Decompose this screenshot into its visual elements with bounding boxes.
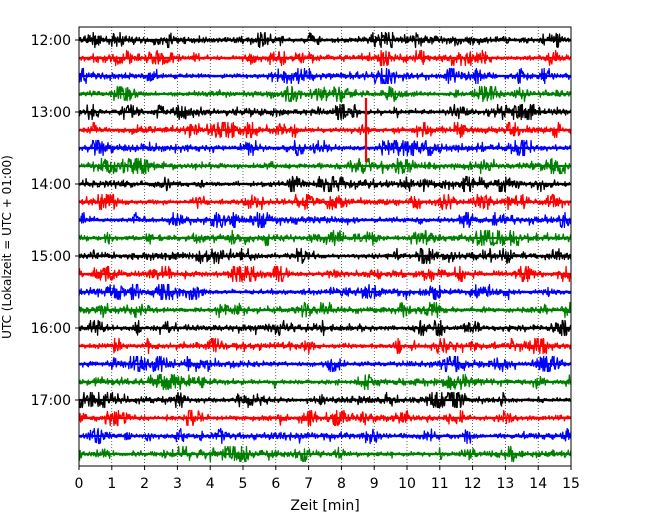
- x-tick-label: 2: [140, 476, 149, 492]
- y-tick-label: 12:00: [31, 33, 71, 49]
- y-tick-label: 16:00: [31, 321, 71, 337]
- x-tick-label: 8: [337, 476, 346, 492]
- x-tick-label: 9: [370, 476, 379, 492]
- x-tick-label: 10: [398, 476, 416, 492]
- vertical-grid: [111, 27, 539, 466]
- y-tick-label: 14:00: [31, 177, 71, 193]
- y-tick-label: 17:00: [31, 393, 71, 409]
- y-axis-ticks: 12:00 13:00 14:00 15:00 16:00 17:00: [31, 33, 79, 409]
- x-axis-ticks: 0 1 2 3 4 5 6 7 8 9 10 11 12 13 14 15: [75, 466, 580, 492]
- x-tick-label: 7: [304, 476, 313, 492]
- x-tick-label: 5: [239, 476, 248, 492]
- y-axis-label: UTC (Lokalzeit = UTC + 01:00): [0, 155, 14, 339]
- x-tick-label: 12: [464, 476, 482, 492]
- x-tick-label: 15: [562, 476, 580, 492]
- plot-frame: [78, 26, 572, 467]
- x-tick-label: 13: [496, 476, 514, 492]
- seismic-traces: [78, 31, 572, 463]
- y-tick-label: 15:00: [31, 249, 71, 265]
- x-tick-label: 3: [173, 476, 182, 492]
- x-tick-label: 1: [107, 476, 116, 492]
- x-tick-label: 14: [529, 476, 547, 492]
- y-tick-label: 13:00: [31, 105, 71, 121]
- x-tick-label: 6: [271, 476, 280, 492]
- x-axis-label: Zeit [min]: [290, 498, 359, 514]
- x-tick-label: 11: [431, 476, 449, 492]
- x-tick-label: 4: [206, 476, 215, 492]
- x-tick-label: 0: [75, 476, 84, 492]
